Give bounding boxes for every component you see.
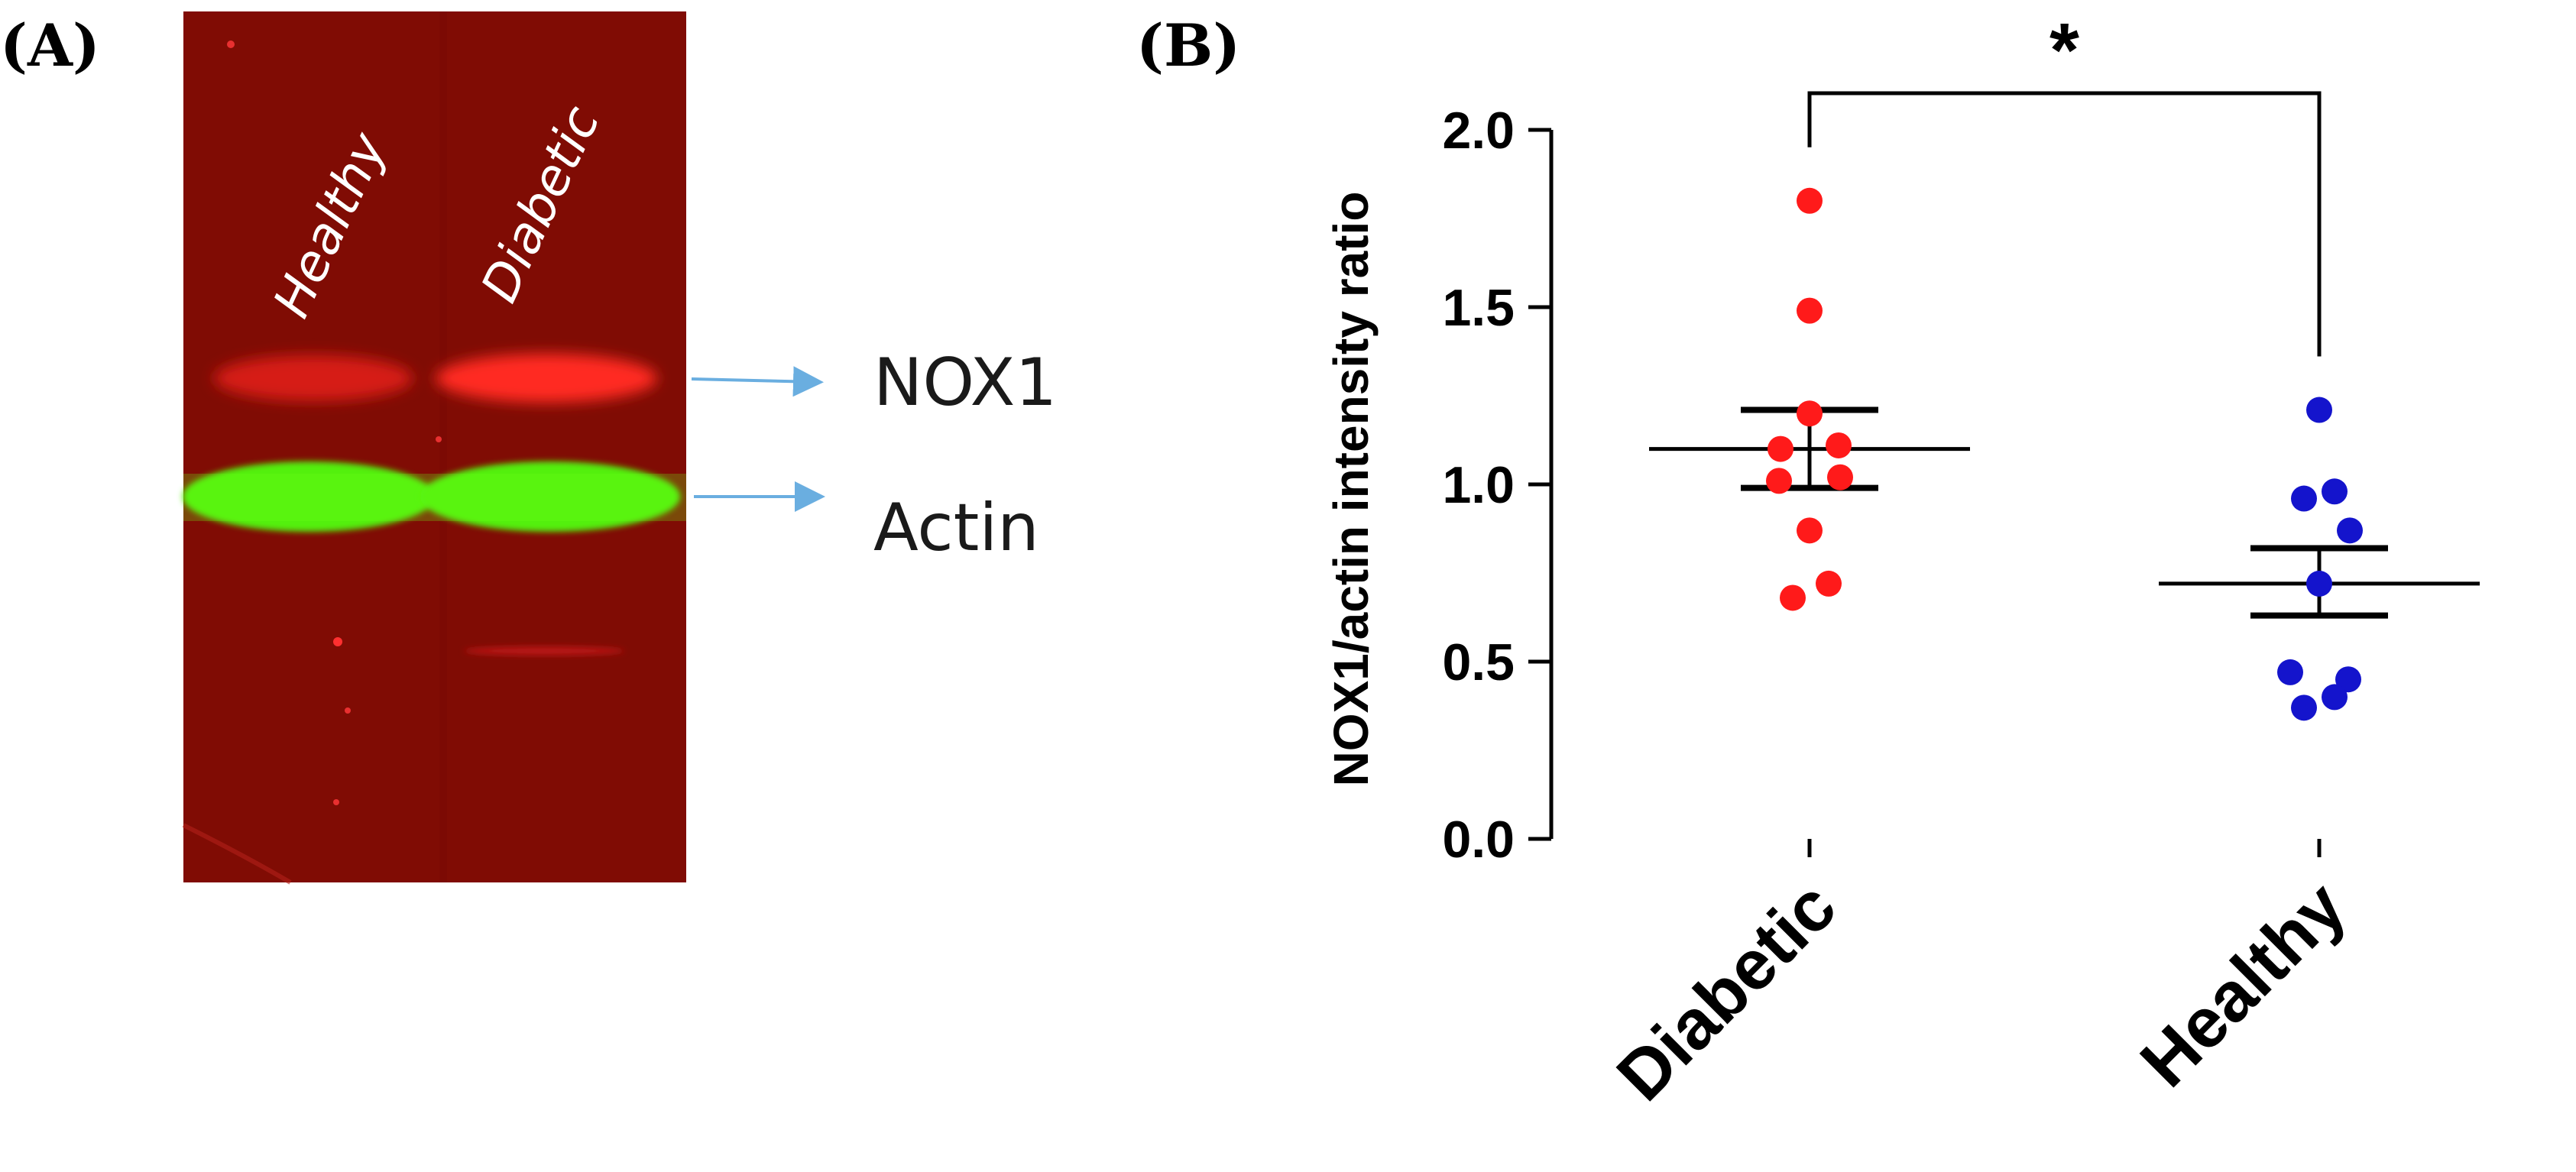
data-point (2337, 517, 2363, 544)
data-point (1797, 517, 1823, 544)
data-point (1827, 464, 1853, 490)
data-points (1766, 187, 2363, 721)
data-point (1797, 187, 1823, 214)
nox1-arrow (691, 366, 824, 397)
x-tick-label: Diabetic (1602, 867, 1851, 1115)
blot-background (183, 11, 686, 882)
data-point (2291, 694, 2317, 721)
significance-bracket (1807, 91, 2322, 357)
actin-band-diabetic (420, 461, 680, 532)
significance-star: * (2049, 8, 2079, 93)
data-point (2291, 485, 2317, 512)
data-point (2277, 659, 2303, 685)
data-point (2322, 684, 2348, 711)
data-point (1797, 400, 1823, 427)
faint-band-diabetic (464, 646, 624, 656)
data-point (2306, 397, 2332, 423)
y-ticks: 0.0 0.5 1.0 1.5 2.0 (1442, 102, 1551, 869)
blot-edge-streak (182, 823, 292, 885)
y-axis-title: NOX1/actin intensity ratio (1324, 192, 1379, 787)
y-tick-label: 1.5 (1442, 279, 1515, 337)
panel-b-label: (B) (1136, 11, 1240, 79)
data-point (2306, 570, 2332, 597)
data-point (1816, 570, 1842, 597)
blot-speck (333, 799, 339, 805)
x-ticks: Diabetic Healthy (1602, 839, 2361, 1115)
data-point (1768, 435, 1793, 462)
data-point (1766, 468, 1792, 494)
band-label-actin: Actin (873, 490, 1039, 566)
y-tick-label: 0.5 (1442, 633, 1515, 691)
x-tick-label: Healthy (2126, 867, 2361, 1102)
blot-speck (227, 40, 235, 48)
y-tick-label: 1.0 (1442, 456, 1515, 514)
data-point (1797, 297, 1823, 324)
western-blot: Healthy Diabetic (182, 11, 686, 885)
blot-shading (183, 11, 686, 882)
actin-band-smear (183, 474, 686, 521)
band-label-nox1: NOX1 (873, 345, 1057, 421)
data-point (2335, 666, 2361, 693)
blot-speck (333, 637, 342, 646)
nox1-band-diabetic (436, 354, 657, 403)
actin-band-healthy (183, 461, 435, 532)
panel-a-label: (A) (0, 11, 100, 79)
blot-speck (345, 707, 351, 714)
data-point (2322, 478, 2348, 505)
data-point (1780, 584, 1806, 611)
y-tick-label: 0.0 (1442, 811, 1515, 869)
nox1-band-healthy (214, 355, 413, 401)
blot-speck (436, 436, 442, 442)
scatter-chart: 0.0 0.5 1.0 1.5 2.0 Diabetic Healthy * NOX1/a… (1324, 8, 2480, 1115)
data-point (1826, 432, 1852, 458)
y-tick-label: 2.0 (1442, 102, 1515, 160)
